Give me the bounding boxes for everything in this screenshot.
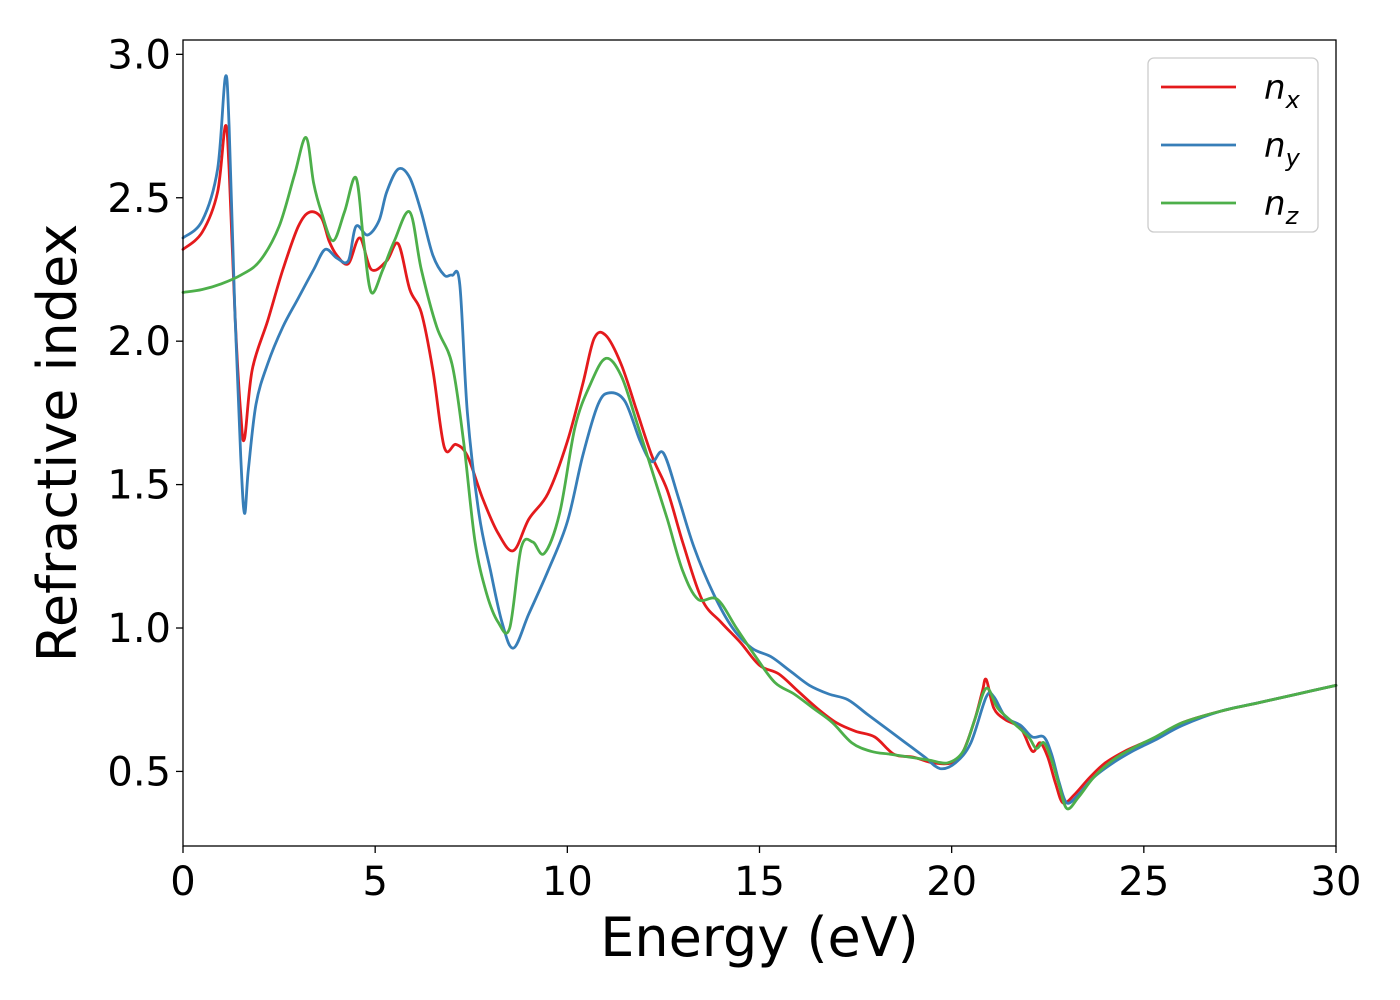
plot-background bbox=[183, 40, 1336, 846]
x-tick-label: 0 bbox=[170, 859, 195, 905]
y-tick-label: 1.0 bbox=[107, 606, 171, 652]
legend-label-nz: nz bbox=[1264, 184, 1300, 230]
x-tick-label: 30 bbox=[1311, 859, 1362, 905]
y-axis-ticks: 0.5 1.0 1.5 2.0 2.5 3.0 bbox=[107, 32, 183, 795]
x-tick-label: 15 bbox=[734, 859, 785, 905]
series-line-ny bbox=[181, 74, 1338, 805]
legend-label-nx: nx bbox=[1264, 68, 1301, 114]
series-line-nx bbox=[181, 124, 1338, 805]
y-tick-label: 1.5 bbox=[107, 463, 171, 509]
y-tick-label: 0.5 bbox=[107, 749, 171, 795]
y-tick-label: 3.0 bbox=[107, 32, 171, 78]
y-tick-label: 2.5 bbox=[107, 176, 171, 222]
x-tick-label: 5 bbox=[362, 859, 387, 905]
legend-label-ny: ny bbox=[1264, 126, 1301, 172]
y-tick-label: 2.0 bbox=[107, 319, 171, 365]
x-tick-label: 20 bbox=[926, 859, 977, 905]
legend: nx ny nz bbox=[1147, 57, 1319, 233]
x-axis-ticks: 0 5 10 15 20 25 30 bbox=[170, 846, 1361, 905]
x-tick-label: 25 bbox=[1118, 859, 1169, 905]
x-axis-label: Energy (eV) bbox=[600, 906, 919, 969]
y-axis-label: Refractive index bbox=[26, 224, 89, 663]
series-line-nz bbox=[181, 136, 1338, 811]
series-group bbox=[181, 74, 1338, 811]
x-tick-label: 10 bbox=[542, 859, 593, 905]
